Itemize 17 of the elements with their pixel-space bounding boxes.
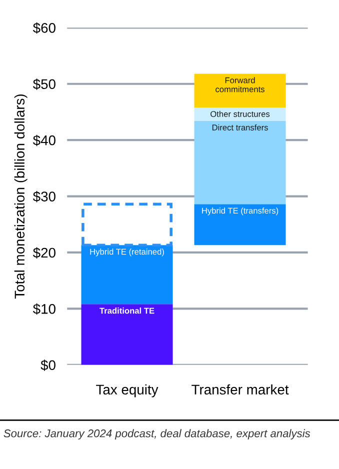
y-tick-label: $60: [32, 22, 56, 34]
y-tick-label: $0: [40, 360, 56, 371]
series-label: Direct transfers: [212, 124, 268, 130]
series-label: Hybrid TE (retained): [90, 248, 164, 256]
series-label: Forward commitments: [216, 77, 264, 92]
y-tick-label: $30: [32, 191, 56, 202]
y-tick-label: $20: [32, 247, 56, 258]
y-tick-label: $40: [32, 134, 56, 146]
series-label: Other structures: [210, 110, 270, 117]
y-axis-title: Total monetization (billion dollars): [14, 94, 28, 299]
x-tick-label: Transfer market: [192, 384, 289, 395]
series-label: Traditional TE: [100, 308, 154, 314]
source-note: Source: January 2024 podcast, deal database, expert analysis: [4, 429, 310, 440]
y-tick-label: $50: [32, 78, 56, 90]
x-tick-label: Tax equity: [96, 384, 158, 398]
series-label: Hybrid TE (transfers): [202, 208, 278, 216]
y-tick-label: $10: [32, 303, 56, 315]
